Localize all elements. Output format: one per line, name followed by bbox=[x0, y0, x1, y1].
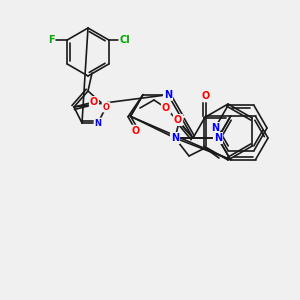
Text: Cl: Cl bbox=[119, 35, 130, 45]
Text: N: N bbox=[171, 133, 179, 143]
Text: N: N bbox=[214, 133, 222, 143]
Text: O: O bbox=[174, 115, 182, 125]
Text: N: N bbox=[164, 90, 172, 100]
Text: N: N bbox=[164, 90, 172, 100]
Text: N: N bbox=[171, 133, 179, 143]
Text: N: N bbox=[211, 123, 219, 133]
Text: F: F bbox=[48, 35, 55, 45]
Text: N: N bbox=[94, 118, 101, 127]
Text: O: O bbox=[201, 91, 210, 101]
Text: O: O bbox=[90, 97, 98, 107]
Text: N: N bbox=[214, 133, 222, 143]
Text: O: O bbox=[162, 103, 170, 113]
Text: O: O bbox=[132, 126, 140, 136]
Text: O: O bbox=[103, 103, 110, 112]
